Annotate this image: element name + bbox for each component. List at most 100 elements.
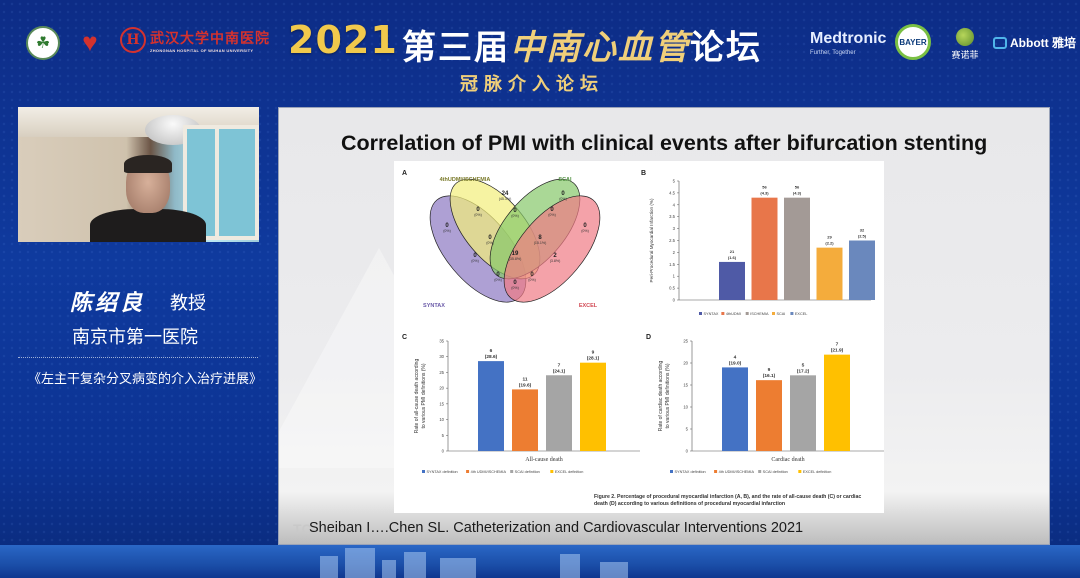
legend-swatch <box>699 312 702 315</box>
venn-set-label: 4thUDMI/ISCHEMIA <box>440 177 491 183</box>
legend-label: 4th UDMI/ISCHEMIA <box>471 470 507 474</box>
bayer-logo: BAYER <box>895 24 931 60</box>
venn-region-count: 24 <box>502 191 509 197</box>
talk-title: 《左主干复杂分叉病变的介入治疗进展》 <box>28 371 263 386</box>
conference-subtitle: 冠脉介入论坛 <box>460 74 604 95</box>
bar-syntax-definition <box>722 367 748 451</box>
skyline-building <box>440 558 476 578</box>
bar-pct-label: (1.6) <box>728 255 737 260</box>
legend-swatch <box>798 470 802 473</box>
bar-4th-udmi-ischemia <box>512 389 538 451</box>
venn-region-count: 0 <box>476 207 480 213</box>
skyline-building <box>320 556 338 578</box>
panel-letter: A <box>402 170 407 177</box>
venn-region-pct: (0%) <box>494 278 502 282</box>
legend-swatch <box>422 470 425 473</box>
venn-region-count: 0 <box>488 235 492 241</box>
bar-count-label: 5 <box>802 362 805 368</box>
bar-count-label: 32 <box>860 228 865 233</box>
hospital-h-icon: H <box>120 27 146 53</box>
bar-pct-label: (28.6) <box>485 354 498 360</box>
y-tick-label: 15 <box>439 401 444 406</box>
legend-swatch <box>714 470 718 473</box>
figure-image: A 4thUDMI/ISCHEMIA SCAI SYNTAX EXCEL 24 (45.3%… <box>394 161 884 513</box>
venn-region-pct: (0%) <box>471 259 479 263</box>
legend-label: SYNTAX definition <box>675 470 706 474</box>
legend-label: SYNTAX definition <box>427 470 458 474</box>
venn-diagram: A 4thUDMI/ISCHEMIA SCAI SYNTAX EXCEL 24(45.3%… <box>402 170 601 309</box>
venn-region-pct: (0%) <box>528 278 536 282</box>
venn-region-pct: (45.3%) <box>499 197 512 201</box>
y-tick-label: 10 <box>683 405 688 410</box>
venn-region-pct: (0%) <box>443 229 451 233</box>
legend-label: 4thUDMI <box>726 312 741 316</box>
venn-region-pct: (0%) <box>581 229 589 233</box>
panel-letter: D <box>646 334 651 341</box>
legend-swatch <box>771 312 775 315</box>
y-tick-label: 4.5 <box>669 190 675 195</box>
abbott-name: Abbott 雅培 <box>1010 36 1076 50</box>
bar-pct-label: (21.9) <box>831 348 844 354</box>
bar-pct-label: (2.5) <box>858 234 867 239</box>
legend-swatch <box>550 470 554 473</box>
sanofi-leaf-icon <box>956 28 974 46</box>
bar-count-label: 56 <box>795 185 800 190</box>
venn-region-count: 0 <box>473 253 477 259</box>
bar-pct-label: (28.1) <box>587 356 600 362</box>
slide-title: Correlation of PMI with clinical events … <box>341 131 988 155</box>
speaker-hair <box>124 155 172 173</box>
bar-count-label: 4 <box>734 354 737 360</box>
bar-pct-label: (2.2) <box>825 241 834 246</box>
figure-caption: Figure 2. Percentage of procedural myoca… <box>594 494 862 507</box>
abbott-a-icon <box>993 36 1007 49</box>
bar-count-label: 6 <box>490 348 493 354</box>
bar-ischemia <box>784 197 810 300</box>
bar-count-label: 9 <box>592 350 595 356</box>
y-tick-label: 2.5 <box>669 238 675 243</box>
legend-swatch <box>790 312 794 315</box>
venn-set-label: SYNTAX <box>423 303 445 309</box>
y-tick-label: 20 <box>439 386 444 391</box>
panel-letter: C <box>402 334 407 341</box>
bar-scai-definition <box>790 375 816 451</box>
y-tick-label: 5 <box>686 427 689 432</box>
heart-icon: ♥ <box>82 26 98 57</box>
bar-count-label: 56 <box>762 185 767 190</box>
venn-region-pct: (0%) <box>486 241 494 245</box>
venn-region-pct: (0%) <box>511 214 519 218</box>
sanofi-name: 赛诺菲 <box>951 50 979 60</box>
venn-region-pct: (35.8%) <box>509 257 522 261</box>
y-tick-label: 25 <box>439 370 444 375</box>
venn-set-label: SCAI <box>558 177 572 183</box>
venn-region-count: 0 <box>550 207 554 213</box>
y-tick-label: 1 <box>673 274 676 279</box>
venn-region-count: 8 <box>538 235 542 241</box>
legend-label: SCAI definition <box>515 470 540 474</box>
panel-a-venn: A 4thUDMI/ISCHEMIA SCAI SYNTAX EXCEL 24 (45.3%… <box>400 167 630 317</box>
legend-swatch <box>745 312 749 315</box>
venn-set-excel <box>503 195 601 303</box>
venn-region-count: 0 <box>561 191 565 197</box>
presentation-slide: Correlation of PMI with clinical events … <box>278 107 1050 545</box>
venn-region-count: 0 <box>445 223 449 229</box>
bar-count-label: 9 <box>768 367 771 373</box>
legend-swatch <box>670 470 673 473</box>
bar-excel-definition <box>580 362 606 451</box>
clover-icon: ☘ <box>35 35 51 52</box>
y-tick-label: 3 <box>673 226 676 231</box>
panel-b-bar-chart: B 0 0.5 1 1.5 2 2.5 3 3.5 4 4.5 5 Peri-Procedural My… <box>639 167 879 317</box>
bar-pct-label: (24.1) <box>553 368 566 374</box>
legend-label: EXCEL definition <box>803 470 832 474</box>
conference-banner: ☘ ♥ H 武汉大学中南医院 ZHONGNAN HOSPITAL OF WUHA… <box>0 0 1080 100</box>
speaker-hospital: 南京市第一医院 <box>72 327 198 347</box>
bar-excel-definition <box>824 354 850 451</box>
bar-count-label: 7 <box>558 362 561 368</box>
venn-region-count: 2 <box>553 253 557 259</box>
x-axis-label: All-cause death <box>525 457 562 463</box>
hospital-name-cn: 武汉大学中南医院 <box>150 30 270 47</box>
speaker-title: 教授 <box>170 293 206 313</box>
venn-region-pct: (0%) <box>559 197 567 201</box>
panel-d-bar-chart: D 0 5 10 15 20 25 Rate of cardiac death accordi… <box>644 331 884 481</box>
legend-label: ISCHEMIA <box>750 312 769 316</box>
medtronic-logo: Medtronic Further, Together <box>810 31 886 60</box>
